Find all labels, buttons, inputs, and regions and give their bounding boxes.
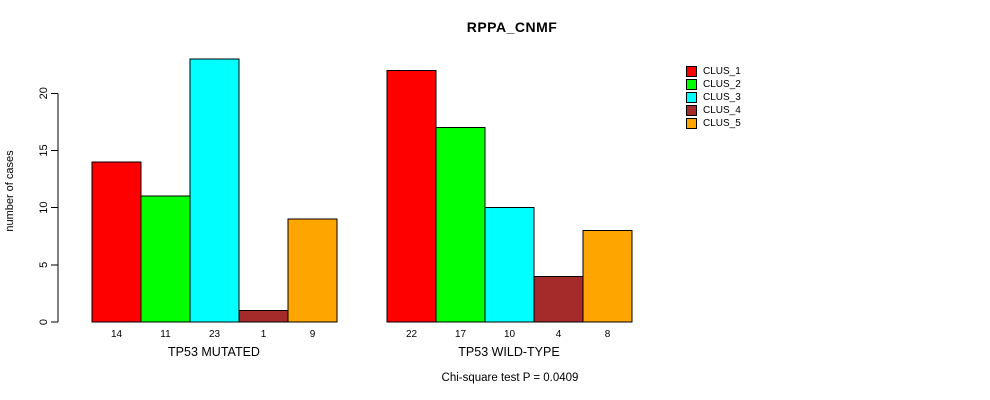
chart-title: RPPA_CNMF xyxy=(466,19,558,35)
legend-row: CLUS_3 xyxy=(686,91,741,104)
bar-value-label: 11 xyxy=(160,329,171,340)
x-group-label-wildtype: TP53 WILD-TYPE xyxy=(458,345,560,359)
legend-row: CLUS_2 xyxy=(686,78,741,91)
legend: CLUS_1 CLUS_2 CLUS_3 CLUS_4 CLUS_5 xyxy=(686,65,741,130)
bar-value-label: 23 xyxy=(209,329,221,340)
bar-mutated-clus3 xyxy=(189,58,240,323)
chi-square-annotation: Chi-square test P = 0.0409 xyxy=(441,372,579,384)
legend-label: CLUS_3 xyxy=(703,92,741,103)
bar-value-label: 1 xyxy=(261,329,267,340)
bar-wildtype-clus5 xyxy=(582,230,633,323)
bar-value-label: 8 xyxy=(605,329,611,340)
legend-swatch-clus3 xyxy=(686,92,697,103)
bar-mutated-clus4 xyxy=(238,310,289,323)
y-tick-label: 15 xyxy=(38,144,50,156)
legend-label: CLUS_4 xyxy=(703,105,741,116)
y-tick-label: 0 xyxy=(38,319,50,325)
legend-label: CLUS_5 xyxy=(703,118,741,129)
legend-swatch-clus5 xyxy=(686,118,697,129)
legend-swatch-clus4 xyxy=(686,105,697,116)
y-tick-label: 10 xyxy=(38,202,50,214)
bar-wildtype-clus3 xyxy=(484,207,535,323)
bar-wildtype-clus4 xyxy=(533,275,584,323)
bar-value-label: 9 xyxy=(310,329,316,340)
x-group-label-mutated: TP53 MUTATED xyxy=(168,345,260,359)
y-tick-label: 20 xyxy=(38,87,50,99)
legend-label: CLUS_2 xyxy=(703,79,741,90)
legend-row: CLUS_4 xyxy=(686,104,741,117)
bar-value-label: 4 xyxy=(556,329,562,340)
bar-mutated-clus5 xyxy=(287,218,338,323)
legend-label: CLUS_1 xyxy=(703,66,741,77)
y-tick-label: 5 xyxy=(38,262,50,268)
legend-swatch-clus2 xyxy=(686,79,697,90)
bar-wildtype-clus1 xyxy=(386,69,437,323)
bar-wildtype-clus2 xyxy=(435,127,486,323)
bar-value-label: 14 xyxy=(111,329,123,340)
legend-row: CLUS_5 xyxy=(686,117,741,130)
legend-row: CLUS_1 xyxy=(686,65,741,78)
bar-mutated-clus2 xyxy=(140,195,191,323)
bar-mutated-clus1 xyxy=(91,161,142,323)
bar-value-label: 22 xyxy=(406,329,418,340)
bar-value-label: 17 xyxy=(455,329,467,340)
bar-value-label: 10 xyxy=(504,329,516,340)
legend-swatch-clus1 xyxy=(686,66,697,77)
